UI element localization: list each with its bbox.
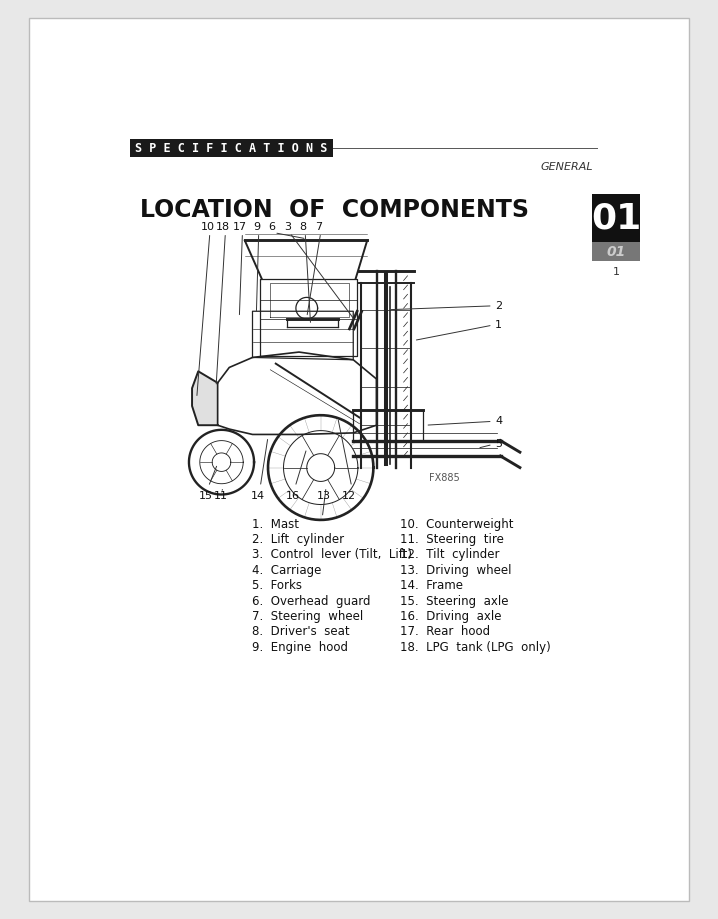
Text: 15.  Steering  axle: 15. Steering axle [400,595,508,607]
Text: 13.  Driving  wheel: 13. Driving wheel [400,564,511,577]
Text: 1.  Mast: 1. Mast [253,517,299,530]
Text: 12.  Tilt  cylinder: 12. Tilt cylinder [400,549,499,562]
Text: 14.  Frame: 14. Frame [400,579,462,592]
Text: 3.  Control  lever (Tilt,  Lift): 3. Control lever (Tilt, Lift) [253,549,413,562]
Text: 17: 17 [233,221,247,232]
Text: 14: 14 [251,491,265,501]
Text: 2.  Lift  cylinder: 2. Lift cylinder [253,533,345,546]
Text: 12: 12 [342,491,356,501]
Text: 1: 1 [495,320,502,330]
Text: 8.  Driver's  seat: 8. Driver's seat [253,626,350,639]
Text: 11: 11 [214,491,228,501]
Text: 16.  Driving  axle: 16. Driving axle [400,610,501,623]
Text: 7.  Steering  wheel: 7. Steering wheel [253,610,364,623]
Text: 2: 2 [495,301,502,311]
Text: 3: 3 [284,221,291,232]
Text: 10.  Counterweight: 10. Counterweight [400,517,513,530]
Text: 9: 9 [253,221,260,232]
Text: 9.  Engine  hood: 9. Engine hood [253,641,348,653]
Bar [130,139,333,157]
Text: LOCATION  OF  COMPONENTS: LOCATION OF COMPONENTS [140,199,529,222]
Text: S P E C I F I C A T I O N S: S P E C I F I C A T I O N S [136,142,327,154]
Text: 8: 8 [299,221,307,232]
Text: 15: 15 [199,491,213,501]
Text: 18: 18 [216,221,230,232]
Text: 6: 6 [269,221,276,232]
Text: 01: 01 [606,245,625,259]
Text: 13: 13 [317,491,331,501]
Text: 18.  LPG  tank (LPG  only): 18. LPG tank (LPG only) [400,641,551,653]
Text: 10: 10 [200,221,215,232]
Text: 1: 1 [612,267,620,278]
Text: 4.  Carriage: 4. Carriage [253,564,322,577]
Text: 17.  Rear  hood: 17. Rear hood [400,626,490,639]
Bar [592,194,640,242]
Text: 01: 01 [591,201,641,235]
Text: 4: 4 [495,416,502,426]
Text: 11.  Steering  tire: 11. Steering tire [400,533,503,546]
Text: GENERAL: GENERAL [541,162,594,172]
Text: 16: 16 [286,491,300,501]
Text: 5: 5 [495,439,502,449]
Polygon shape [192,371,218,425]
Text: FX885: FX885 [429,473,460,483]
Bar [592,242,640,261]
Text: 7: 7 [314,221,322,232]
Text: 5.  Forks: 5. Forks [253,579,302,592]
Text: 6.  Overhead  guard: 6. Overhead guard [253,595,371,607]
